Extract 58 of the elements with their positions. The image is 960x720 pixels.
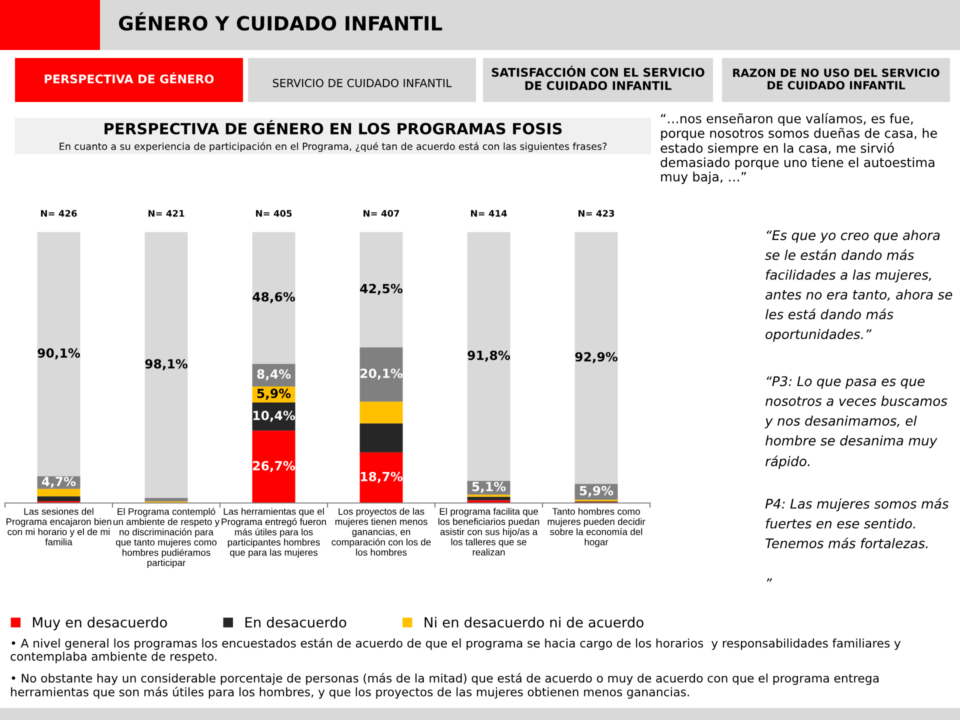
data-label: 5,9% (580, 486, 614, 497)
data-label: 98,1% (145, 359, 188, 370)
text: “Es que yo creo que ahora se le están dando más facilidades a las mujeres, antes no era tanto, ahora se les está dando más oportunidades.” (765, 230, 952, 342)
bar (467, 232, 510, 481)
x-tick-label: Las sesiones del Programa encajaron bien con mi horario y el de mi familia (6, 508, 112, 546)
legend-label: Ni en desacuerdo ni de acuerdo (424, 616, 644, 628)
data-label: 42,5% (360, 284, 403, 295)
text: • A nivel general los programas los encuestados están de acuerdo de que el programa se hacia cargo de los horarios y responsabilidades familiares y contemplaba ambiente de respeto. (10, 638, 901, 664)
x-tick-label: El Programa contempló un ambiente de respeto y no discriminación para que tanto mujeres como hombres pudiéramos participar (114, 508, 220, 568)
data-label: 48,6% (252, 292, 296, 304)
bar (144, 232, 188, 498)
chart-title: PERSPECTIVA DE GÉNERO EN LOS PROGRAMAS FOSIS (104, 120, 562, 134)
bar (360, 423, 403, 452)
data-label: 26,7% (253, 461, 296, 472)
data-label: 8,4% (257, 369, 291, 380)
bar (467, 496, 510, 500)
x-tick-label: El programa facilita que los beneficiarios puedan asistir con sus hijo/as a los talleres que se realizan (438, 508, 540, 556)
bar (360, 232, 403, 348)
text: “P3: Lo que pasa es que nosotros a veces buscamos y nos desanimamos, el hombre se desanima muy rápido. (764, 376, 948, 469)
bar (37, 496, 80, 502)
bar (574, 232, 618, 484)
text: “…nos enseñaron que valíamos, es fue, porque nosotros somos dueñas de casa, he estado siempre en la casa, me sirvió demasiado porque uno tiene el autoestima muy baja, …” (660, 113, 937, 184)
data-label: 10,4% (253, 410, 296, 422)
bar (252, 232, 296, 364)
text: SATISFACCIÓN CON EL SERVICIO DE CUIDADO INFANTIL (492, 66, 704, 90)
data-label: 4,7% (42, 476, 76, 488)
data-label: 92,9% (575, 352, 618, 364)
text: N= 405 (256, 210, 292, 217)
x-tick-label: Tanto hombres como mujeres pueden decidir sobre la economía del hogar (548, 508, 646, 548)
text: • No obstante hay un considerable porcentaje de personas (más de la mitad) que está de acuerdo o muy de acuerdo con que el programa entrega herramientas que son más útiles para los hombres, y que los proyectos de las mujeres obtienen menos ganancias. (11, 673, 879, 699)
text: RAZON DE NO USO DEL SERVICIO DE CUIDADO INFANTIL (733, 68, 940, 90)
bar (37, 232, 80, 476)
bar (252, 430, 296, 503)
data-label: 5,9% (257, 388, 291, 400)
data-label: 5,1% (472, 482, 506, 493)
text: GÉNERO Y CUIDADO INFANTIL (118, 12, 442, 31)
bar (37, 488, 80, 496)
chart-subtitle: En cuanto a su experiencia de participación en el Programa, ¿qué tan de acuerdo está con las siguientes frases? (60, 142, 607, 152)
text: N= 426 (41, 210, 77, 217)
text: N= 407 (364, 210, 400, 217)
text: ” (766, 578, 772, 582)
text: N= 423 (578, 210, 614, 217)
text: P4: Las mujeres somos más fuertes en ese sentido. Tenemos más fortalezas. (765, 498, 949, 548)
data-label: 90,1% (38, 348, 80, 360)
bar (360, 347, 403, 402)
legend-label: Muy en desacuerdo (33, 616, 167, 630)
data-label: 91,8% (468, 350, 510, 362)
x-tick-label: Los proyectos de las mujeres tienen menos ganancias, en comparación con los de los hombres (332, 508, 431, 556)
data-label: 20,1% (360, 368, 403, 380)
legend-label: En desacuerdo (245, 616, 346, 628)
data-label: 18,7% (360, 472, 403, 483)
text: PERSPECTIVA DE GÉNERO (44, 72, 214, 84)
text: N= 421 (148, 210, 184, 217)
text: SERVICIO DE CUIDADO INFANTIL (272, 78, 452, 88)
x-tick-label: Las herramientas que el Programa entregó fueron más útiles para los participantes hombres que para las mujeres (222, 508, 326, 558)
bar (360, 452, 403, 503)
bar (360, 402, 403, 424)
text: N= 414 (471, 210, 507, 217)
